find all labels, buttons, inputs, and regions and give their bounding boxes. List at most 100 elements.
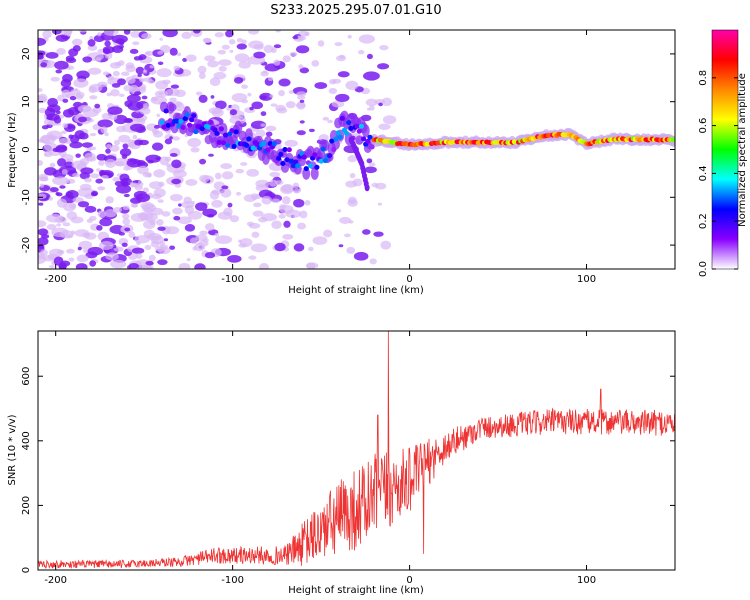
spectral-noise-blob [65, 190, 79, 199]
spectral-noise-blob [135, 66, 145, 75]
ridge-core [282, 147, 288, 153]
spectrogram-y-tick-label: 10 [21, 95, 32, 108]
spectral-noise-blob [194, 242, 205, 252]
spectral-noise-blob [49, 265, 55, 269]
ridge-core [670, 137, 675, 143]
spectral-noise-blob [379, 45, 389, 51]
ridge-core [159, 119, 165, 125]
ridge-core [216, 139, 222, 145]
spectral-noise-blob [337, 209, 342, 213]
spectral-noise-blob [69, 95, 77, 101]
ridge-core [293, 159, 299, 165]
spectral-noise-blob [214, 32, 224, 38]
ridge-core [225, 142, 231, 148]
spectral-noise-blob [177, 216, 192, 225]
spectrogram-x-tick-label: 0 [406, 274, 412, 285]
spectral-noise-blob [225, 30, 234, 38]
spectral-noise-blob [94, 103, 101, 109]
snr-y-tick-label: 200 [21, 496, 32, 515]
ridge-core [280, 161, 286, 167]
spectral-noise-blob [382, 115, 397, 125]
ridge-core [335, 130, 341, 136]
ridge-core [343, 130, 350, 136]
spectral-noise-blob [271, 198, 280, 204]
spectral-noise-blob [38, 51, 44, 60]
spectral-noise-blob [146, 123, 158, 131]
spectral-noise-blob [111, 45, 124, 54]
ridge-core [284, 157, 290, 163]
spectral-noise-blob [128, 262, 139, 269]
spectral-noise-blob [154, 246, 166, 252]
spectral-noise-blob [54, 60, 69, 70]
spectral-noise-blob [337, 71, 350, 78]
snr-x-tick-label: -100 [221, 575, 244, 586]
spectral-noise-blob [38, 160, 44, 166]
spectral-noise-blob [152, 130, 164, 138]
spectral-noise-blob [204, 55, 216, 62]
spectral-noise-blob [145, 154, 162, 163]
spectral-noise-blob [308, 246, 314, 252]
snr-y-ticks: 0 200 400 600 [21, 367, 675, 573]
spectral-noise-blob [142, 171, 152, 178]
spectral-noise-blob [135, 253, 143, 259]
spectral-noise-blob [338, 244, 344, 248]
spectral-noise-blob [296, 101, 306, 110]
spectral-noise-blob [358, 50, 365, 55]
spectral-noise-blob [97, 119, 113, 128]
snr-series-line [38, 331, 675, 570]
ridge-core [261, 140, 267, 146]
spectral-noise-blob [77, 105, 92, 113]
spectral-noise-blob [119, 148, 132, 157]
spectral-noise-blob [274, 242, 286, 252]
spectral-noise-blob [328, 87, 338, 94]
spectral-noise-blob [239, 238, 253, 247]
spectral-noise-blob [282, 196, 291, 205]
spectral-noise-blob [151, 142, 164, 151]
spectral-noise-blob [75, 263, 88, 269]
spectral-noise-blob [259, 262, 270, 269]
spectral-noise-blob [271, 220, 282, 230]
spectral-noise-blob [86, 156, 97, 162]
spectral-noise-blob [251, 101, 264, 110]
spectral-noise-blob [265, 125, 277, 132]
spectral-noise-blob [377, 63, 390, 70]
spectral-noise-blob [156, 68, 172, 78]
spectral-noise-blob [253, 202, 262, 208]
spectral-noise-blob [220, 163, 232, 170]
spectral-noise-blob [362, 71, 380, 81]
colorbar-bar [711, 29, 739, 270]
spectral-noise-blob [207, 60, 219, 68]
spectral-noise-blob [190, 147, 200, 153]
spectral-noise-blob [204, 223, 215, 231]
ridge-core [218, 126, 224, 132]
spectral-noise-blob [185, 54, 197, 62]
colorbar-tick-label: 0.0 [698, 261, 709, 277]
ridge-core [186, 122, 193, 128]
spectral-noise-blob [323, 229, 333, 238]
spectral-noise-blob [364, 166, 377, 174]
spectral-noise-blob [111, 83, 121, 88]
spectral-noise-blob [378, 123, 391, 130]
spectral-noise-blob [373, 231, 384, 237]
spectral-noise-blob [105, 148, 111, 154]
spectral-noise-blob [221, 185, 229, 190]
spectral-noise-blob [77, 246, 82, 251]
spectral-noise-blob [38, 220, 47, 228]
spectral-noise-blob [195, 234, 208, 241]
spectral-noise-blob [107, 106, 123, 115]
spectral-noise-blob [58, 262, 67, 269]
spectral-noise-blob [126, 94, 141, 103]
spectral-noise-blob [93, 34, 105, 43]
ridge-core [278, 151, 284, 157]
spectral-noise-blob [214, 172, 222, 180]
spectral-noise-blob [65, 57, 77, 64]
spectral-noise-blob [125, 76, 136, 84]
spectral-noise-blob [241, 99, 249, 104]
ridge-core [320, 146, 326, 152]
spectral-noise-blob [348, 220, 354, 224]
spectral-noise-blob [203, 38, 212, 43]
spectral-noise-blob [234, 53, 250, 63]
spectral-noise-blob [150, 207, 164, 216]
spectral-noise-blob [306, 262, 319, 269]
spectral-noise-blob [138, 139, 149, 146]
